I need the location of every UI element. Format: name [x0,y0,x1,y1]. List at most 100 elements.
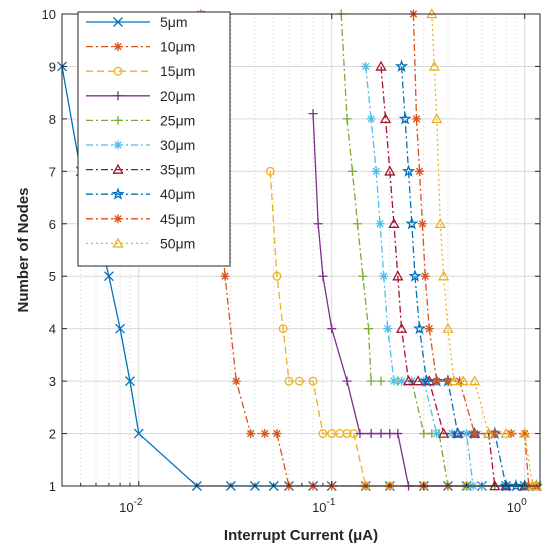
data-point [420,374,434,387]
x-tick-label: 100 [507,497,527,515]
data-point [408,269,422,282]
data-point [431,113,443,124]
data-point [462,429,472,439]
legend-entry: 30μm [86,137,195,153]
data-point [392,270,404,281]
legend-marker [112,237,124,248]
legend-marker [113,66,123,76]
data-point [363,324,373,334]
legend-box [77,11,231,267]
legend-label: 35μm [160,162,195,178]
legend-label: 45μm [160,211,195,227]
data-point [347,166,357,176]
legend-entry: 45μm [86,211,195,227]
data-point [402,164,416,177]
data-point [294,376,304,386]
data-point [470,429,480,439]
legend-label: 40μm [160,186,195,202]
data-point [455,376,465,386]
legend-marker [111,187,125,200]
y-tick-label: 9 [49,59,56,74]
data-point [308,109,318,119]
data-point [272,271,282,281]
legend-label: 10μm [160,39,195,55]
data-point [434,217,446,229]
data-point [246,429,256,439]
data-point [415,166,425,176]
data-point [284,376,294,386]
y-tick-label: 2 [49,427,56,442]
data-point [318,429,328,439]
data-point [278,324,288,334]
data-point [448,375,460,386]
data-point [384,165,396,176]
series-line [340,13,537,487]
legend-label: 20μm [160,88,195,104]
ticks: 1 2 3 4 5 6 7 8 9 10 10-2 10-1 100 [42,7,540,515]
data-point [499,479,513,492]
data-point [231,376,241,386]
y-tick-label: 8 [49,112,56,127]
data-point [318,271,328,281]
series-10 [426,8,543,491]
legend-entry: 5μm [86,14,188,30]
y-tick-label: 6 [49,217,56,232]
legend-marker [113,42,123,52]
legend-marker [113,214,123,224]
y-tick-label: 5 [49,269,56,284]
data-point [500,427,512,438]
data-point [388,217,400,229]
data-point [358,271,368,281]
data-point [397,376,407,386]
data-point [438,270,450,281]
data-point [402,375,415,386]
x-tick-label: 10-2 [119,497,143,515]
legend-entry: 35μm [86,162,195,178]
data-point [353,219,363,229]
data-point [451,426,465,440]
y-tick-label: 3 [49,374,56,389]
data-point [443,376,453,386]
data-point [428,60,440,71]
data-point [379,271,389,281]
data-point [438,427,450,438]
legend-marker [113,91,123,101]
data-point [133,428,144,439]
data-point [327,324,337,334]
data-point [398,112,412,125]
data-point [469,375,481,386]
data-point [313,219,323,229]
data-point [389,376,399,386]
legend-label: 5μm [160,14,188,30]
y-tick-label: 1 [49,479,56,494]
legend-marker [113,140,123,150]
data-point [220,271,230,281]
data-point [442,322,454,333]
y-tick-label: 7 [49,164,56,179]
data-point [447,429,457,439]
data-point [405,216,419,230]
data-point [419,429,429,439]
data-point [376,376,386,386]
data-point [412,375,424,386]
y-axis-label: Number of Nodes [15,187,32,312]
data-point [366,114,376,124]
legend-entry: 25μm [86,112,195,128]
legend-entry: 15μm [86,63,195,79]
data-point [103,271,114,282]
legend-label: 25μm [160,112,195,128]
data-point [520,429,530,439]
data-point [490,429,500,439]
legend-marker [113,115,123,125]
legend: 5μm 10μm 15μm 20μm 25μm 30μm 35μm 40μm 45μm 50μm [77,11,231,267]
data-point [371,166,381,176]
data-point [342,429,352,439]
data-point [417,219,427,229]
data-point [342,376,352,386]
data-point [432,376,442,386]
data-point [420,271,430,281]
legend-entry: 50μm [86,235,195,251]
data-point [379,113,392,124]
data-point [308,376,318,386]
